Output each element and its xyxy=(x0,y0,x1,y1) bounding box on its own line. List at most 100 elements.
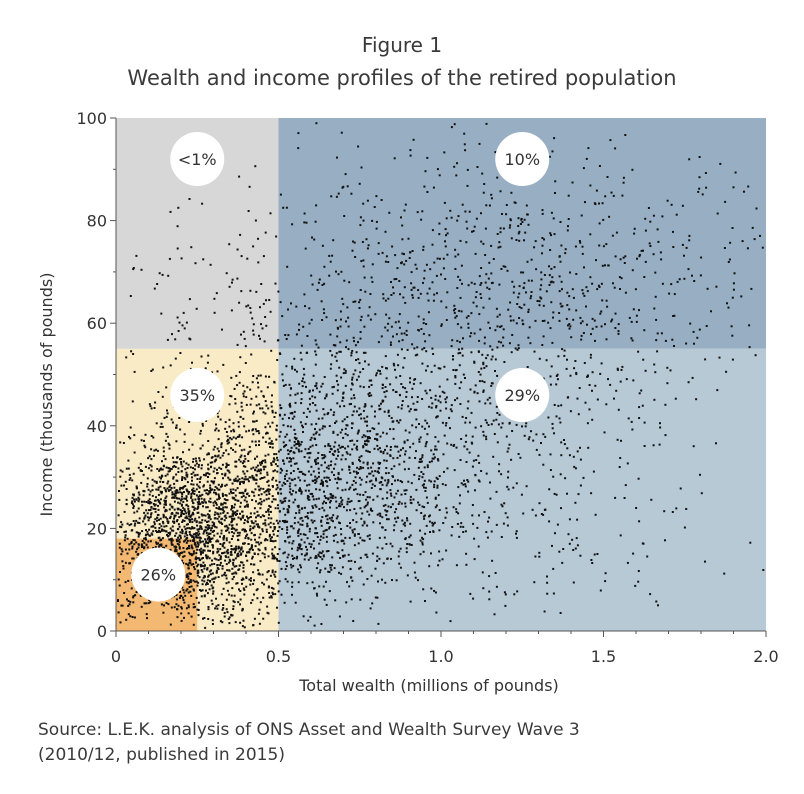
scatter-point xyxy=(300,358,303,361)
scatter-point xyxy=(359,337,362,340)
scatter-point xyxy=(216,607,219,610)
scatter-point xyxy=(486,398,489,401)
scatter-point xyxy=(128,435,130,438)
scatter-point xyxy=(376,546,379,549)
scatter-point xyxy=(137,543,140,546)
scatter-point xyxy=(321,319,324,321)
scatter-point xyxy=(180,594,182,597)
scatter-point xyxy=(533,581,536,584)
scatter-point xyxy=(404,493,407,495)
scatter-point xyxy=(235,437,238,440)
scatter-point xyxy=(593,202,596,205)
scatter-point xyxy=(554,192,556,194)
scatter-point xyxy=(220,446,223,449)
scatter-point xyxy=(557,404,560,407)
scatter-point xyxy=(144,534,147,537)
scatter-point xyxy=(230,395,233,398)
scatter-point xyxy=(344,447,347,450)
scatter-point xyxy=(206,534,209,537)
scatter-point xyxy=(533,246,536,249)
scatter-point xyxy=(603,431,606,434)
scatter-point xyxy=(160,525,163,528)
scatter-point xyxy=(623,262,626,264)
scatter-point xyxy=(177,467,180,470)
scatter-point xyxy=(402,366,405,369)
scatter-point xyxy=(425,441,428,443)
scatter-point xyxy=(333,445,336,448)
scatter-point xyxy=(184,485,187,487)
scatter-point xyxy=(205,526,208,529)
scatter-point xyxy=(461,347,464,350)
scatter-point xyxy=(370,479,373,482)
scatter-point xyxy=(291,412,294,415)
scatter-point xyxy=(206,555,209,558)
scatter-point xyxy=(261,407,264,410)
scatter-point xyxy=(489,402,492,405)
scatter-point xyxy=(431,243,434,246)
scatter-point xyxy=(508,226,511,229)
scatter-point xyxy=(329,499,332,502)
scatter-point xyxy=(318,585,321,588)
scatter-point xyxy=(367,244,370,247)
scatter-point xyxy=(370,276,373,279)
scatter-point xyxy=(225,431,228,433)
scatter-point xyxy=(564,248,567,251)
scatter-point xyxy=(273,469,276,472)
scatter-point xyxy=(321,427,324,430)
scatter-point xyxy=(247,536,250,539)
scatter-point xyxy=(542,377,545,380)
scatter-point xyxy=(304,473,307,476)
scatter-point xyxy=(218,554,221,557)
scatter-point xyxy=(184,594,187,597)
scatter-point xyxy=(177,508,179,511)
scatter-point xyxy=(465,434,468,437)
scatter-point xyxy=(380,335,383,338)
scatter-point xyxy=(459,351,462,354)
scatter-point xyxy=(191,498,194,501)
scatter-point xyxy=(434,591,437,594)
scatter-point xyxy=(421,541,424,544)
scatter-point xyxy=(217,438,220,441)
scatter-point xyxy=(422,281,424,284)
scatter-point xyxy=(425,323,428,325)
scatter-point xyxy=(558,275,561,278)
scatter-point xyxy=(530,295,533,298)
scatter-point xyxy=(428,461,431,464)
scatter-point xyxy=(317,346,320,349)
scatter-point xyxy=(334,477,337,480)
scatter-point xyxy=(161,490,163,493)
scatter-point xyxy=(209,580,212,583)
scatter-point xyxy=(174,338,177,341)
scatter-point xyxy=(181,476,184,479)
scatter-point xyxy=(300,566,302,569)
scatter-point xyxy=(289,482,292,485)
scatter-point xyxy=(571,181,574,184)
scatter-point xyxy=(698,156,701,158)
scatter-point xyxy=(480,367,483,370)
scatter-point xyxy=(196,574,199,577)
scatter-point xyxy=(225,539,228,542)
scatter-point xyxy=(340,572,343,575)
scatter-point xyxy=(456,523,459,525)
scatter-point xyxy=(621,194,624,197)
scatter-point xyxy=(174,548,177,551)
scatter-point xyxy=(489,327,491,330)
scatter-point xyxy=(179,531,182,534)
scatter-point xyxy=(761,246,764,249)
scatter-point xyxy=(170,540,173,543)
scatter-point xyxy=(124,548,127,551)
scatter-point xyxy=(591,418,594,421)
scatter-point xyxy=(154,526,157,529)
scatter-point xyxy=(474,252,477,255)
scatter-point xyxy=(485,122,488,125)
scatter-point xyxy=(434,398,437,401)
scatter-point xyxy=(171,496,174,499)
scatter-point xyxy=(264,548,267,551)
scatter-point xyxy=(314,459,316,462)
scatter-point xyxy=(320,552,323,555)
scatter-point xyxy=(400,407,403,410)
scatter-point xyxy=(624,134,627,136)
scatter-point xyxy=(640,249,643,252)
scatter-point xyxy=(558,290,561,293)
scatter-point xyxy=(567,218,570,220)
